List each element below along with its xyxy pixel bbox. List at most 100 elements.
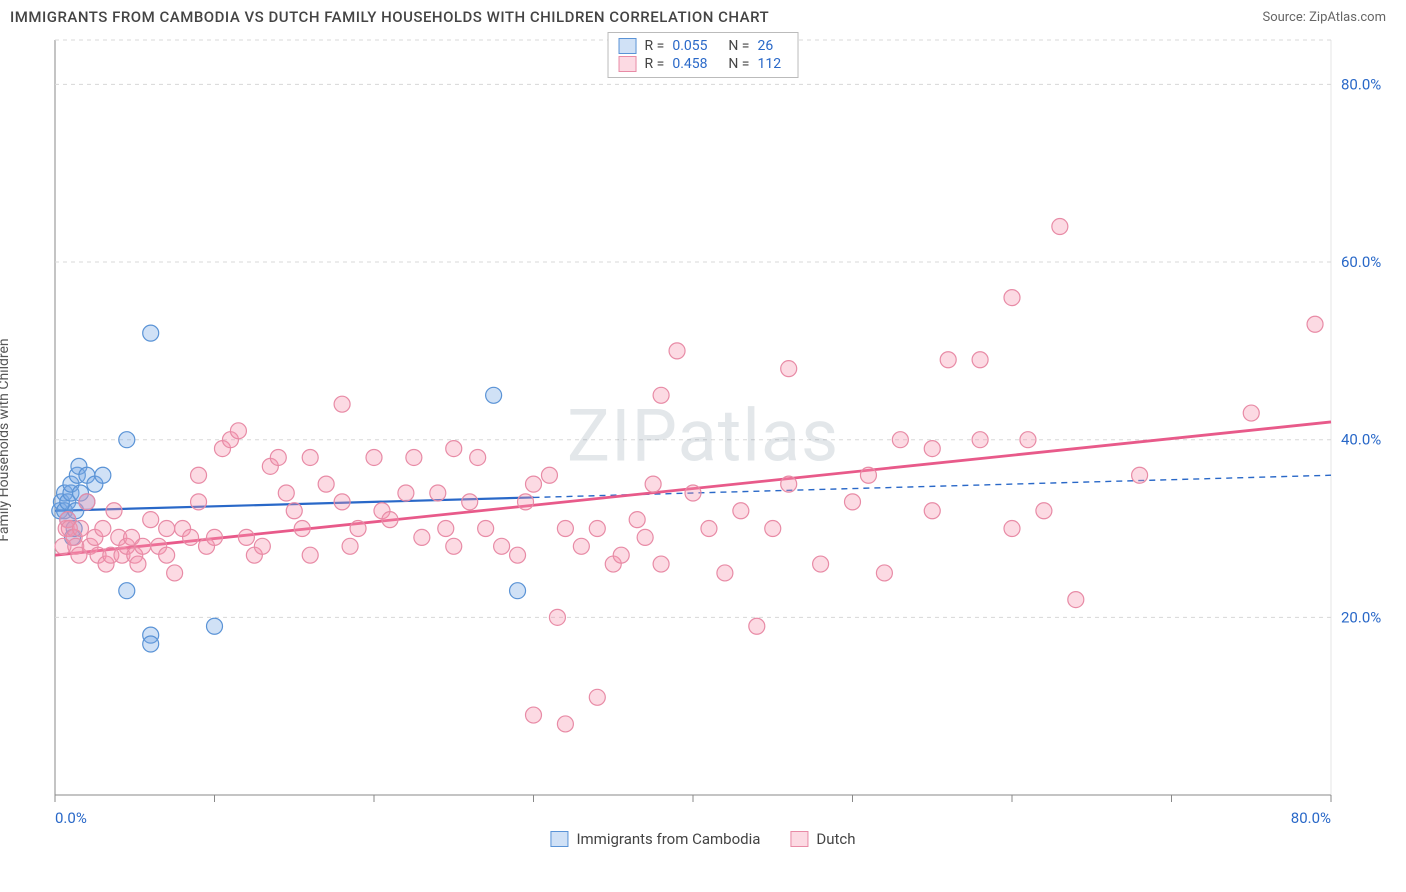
data-point-dutch	[470, 449, 486, 465]
data-point-dutch	[334, 494, 350, 510]
data-point-dutch	[813, 556, 829, 572]
data-point-dutch	[135, 538, 151, 554]
data-point-dutch	[557, 521, 573, 537]
legend-item-dutch: Dutch	[790, 830, 855, 848]
data-point-dutch	[318, 476, 334, 492]
data-point-cambodia	[119, 583, 135, 599]
chart-container: Family Households with Children 0.0%80.0…	[10, 30, 1396, 850]
data-point-cambodia	[119, 432, 135, 448]
r-value-dutch: 0.458	[672, 56, 720, 72]
data-point-dutch	[278, 485, 294, 501]
data-point-dutch	[629, 512, 645, 528]
y-tick-label: 40.0%	[1341, 431, 1381, 449]
data-point-dutch	[382, 512, 398, 528]
data-point-dutch	[191, 494, 207, 510]
data-point-dutch	[1068, 592, 1084, 608]
chart-title: IMMIGRANTS FROM CAMBODIA VS DUTCH FAMILY…	[10, 8, 769, 26]
data-point-dutch	[294, 521, 310, 537]
data-point-dutch	[143, 512, 159, 528]
data-point-cambodia	[207, 618, 223, 634]
data-point-dutch	[1036, 503, 1052, 519]
data-point-dutch	[972, 352, 988, 368]
data-point-dutch	[438, 521, 454, 537]
data-point-dutch	[398, 485, 414, 501]
data-point-dutch	[1132, 467, 1148, 483]
data-point-cambodia	[510, 583, 526, 599]
data-point-dutch	[130, 556, 146, 572]
data-point-dutch	[167, 565, 183, 581]
data-point-dutch	[701, 521, 717, 537]
n-value-dutch: 112	[757, 56, 787, 72]
data-point-dutch	[645, 476, 661, 492]
data-point-dutch	[1004, 521, 1020, 537]
x-tick-label: 80.0%	[1291, 809, 1331, 827]
data-point-dutch	[1052, 219, 1068, 235]
data-point-dutch	[302, 547, 318, 563]
data-point-dutch	[79, 494, 95, 510]
data-point-dutch	[613, 547, 629, 563]
swatch-cambodia	[550, 831, 568, 847]
data-point-dutch	[73, 521, 89, 537]
data-point-dutch	[446, 538, 462, 554]
series-legend: Immigrants from Cambodia Dutch	[550, 830, 855, 848]
data-point-dutch	[669, 343, 685, 359]
data-point-dutch	[1307, 316, 1323, 332]
data-point-dutch	[972, 432, 988, 448]
legend-stat-row-cambodia: R =0.055N =26	[619, 37, 788, 55]
data-point-dutch	[589, 689, 605, 705]
data-point-cambodia	[95, 467, 111, 483]
data-point-dutch	[238, 529, 254, 545]
y-tick-label: 80.0%	[1341, 75, 1381, 93]
legend-label-dutch: Dutch	[816, 830, 855, 848]
legend-label-cambodia: Immigrants from Cambodia	[576, 830, 760, 848]
data-point-dutch	[781, 361, 797, 377]
data-point-dutch	[230, 423, 246, 439]
data-point-dutch	[1004, 290, 1020, 306]
data-point-cambodia	[486, 387, 502, 403]
swatch-cambodia	[619, 38, 637, 54]
data-point-dutch	[924, 441, 940, 457]
data-point-dutch	[637, 529, 653, 545]
data-point-dutch	[406, 449, 422, 465]
data-point-dutch	[526, 476, 542, 492]
data-point-dutch	[446, 441, 462, 457]
n-value-cambodia: 26	[757, 38, 787, 54]
n-label: N =	[728, 56, 749, 72]
y-axis-label: Family Households with Children	[0, 338, 12, 541]
correlation-legend: R =0.055N =26R =0.458N =112	[608, 32, 799, 78]
swatch-dutch	[619, 56, 637, 72]
data-point-dutch	[159, 547, 175, 563]
data-point-dutch	[518, 494, 534, 510]
data-point-dutch	[510, 547, 526, 563]
data-point-dutch	[749, 618, 765, 634]
data-point-dutch	[286, 503, 302, 519]
data-point-dutch	[685, 485, 701, 501]
data-point-dutch	[106, 503, 122, 519]
data-point-dutch	[350, 521, 366, 537]
data-point-dutch	[159, 521, 175, 537]
chart-header: IMMIGRANTS FROM CAMBODIA VS DUTCH FAMILY…	[0, 0, 1406, 30]
data-point-dutch	[1243, 405, 1259, 421]
data-point-dutch	[366, 449, 382, 465]
data-point-dutch	[541, 467, 557, 483]
data-point-dutch	[302, 449, 318, 465]
data-point-dutch	[414, 529, 430, 545]
data-point-dutch	[430, 485, 446, 501]
data-point-dutch	[717, 565, 733, 581]
data-point-dutch	[462, 494, 478, 510]
data-point-dutch	[653, 387, 669, 403]
data-point-cambodia	[143, 325, 159, 341]
swatch-dutch	[790, 831, 808, 847]
r-value-cambodia: 0.055	[672, 38, 720, 54]
data-point-dutch	[940, 352, 956, 368]
data-point-dutch	[653, 556, 669, 572]
data-point-dutch	[342, 538, 358, 554]
data-point-cambodia	[143, 636, 159, 652]
data-point-dutch	[876, 565, 892, 581]
r-label: R =	[645, 38, 665, 54]
data-point-dutch	[781, 476, 797, 492]
data-point-dutch	[334, 396, 350, 412]
source-label: Source: ZipAtlas.com	[1262, 10, 1386, 25]
data-point-dutch	[557, 716, 573, 732]
legend-item-cambodia: Immigrants from Cambodia	[550, 830, 760, 848]
